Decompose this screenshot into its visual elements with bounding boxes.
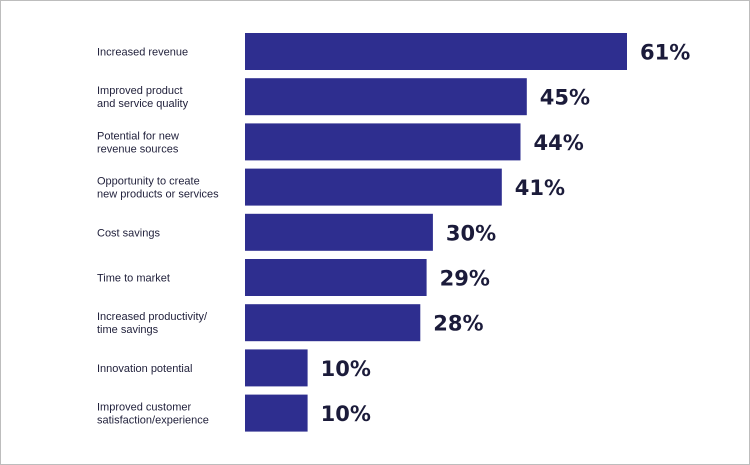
- category-label: Increased productivity/time savings: [97, 311, 208, 336]
- bar: [245, 78, 527, 116]
- value-label: 10%: [321, 402, 371, 426]
- category-label-line: Improved customer: [97, 402, 191, 414]
- category-label: Increased revenue: [97, 47, 188, 59]
- category-label-line: satisfaction/experience: [97, 415, 209, 427]
- category-label-line: Cost savings: [97, 227, 160, 239]
- category-label-line: time savings: [97, 324, 159, 336]
- category-label: Improved product and service quality: [97, 85, 189, 110]
- category-label-line: Opportunity to create: [97, 176, 200, 188]
- bar: [245, 349, 308, 387]
- bar: [245, 168, 502, 206]
- value-label: 61%: [640, 41, 690, 65]
- value-label: 29%: [440, 267, 490, 291]
- category-label-line: new products or services: [97, 189, 219, 201]
- value-label: 28%: [433, 312, 483, 336]
- value-label: 41%: [515, 176, 565, 200]
- bar: [245, 213, 433, 251]
- bars: [245, 33, 627, 432]
- category-label: Cost savings: [97, 227, 160, 239]
- category-label-line: Time to market: [97, 273, 170, 285]
- value-label: 30%: [446, 221, 496, 245]
- category-label: Potential for new revenue sources: [97, 130, 179, 155]
- category-label: Improved customer satisfaction/experience: [97, 402, 209, 427]
- bar: [245, 304, 421, 342]
- bar: [245, 259, 427, 296]
- category-label: Time to market: [97, 273, 170, 285]
- bar: [245, 33, 627, 70]
- category-label-line: Increased revenue: [97, 47, 188, 59]
- category-label-line: Increased productivity/: [97, 311, 208, 323]
- bar: [245, 123, 521, 161]
- value-label: 10%: [321, 357, 371, 381]
- category-label-line: revenue sources: [97, 143, 179, 155]
- value-label: 44%: [534, 131, 584, 155]
- category-label-line: Potential for new: [97, 130, 179, 142]
- category-label-line: and service quality: [97, 98, 189, 110]
- category-label-line: Innovation potential: [97, 363, 192, 375]
- category-labels: Increased revenue Improved product and ser…: [97, 47, 219, 427]
- bar: [245, 394, 308, 432]
- category-label: Opportunity to create new products or ser…: [97, 176, 219, 201]
- value-label: 45%: [540, 86, 590, 110]
- category-label-line: Improved product: [97, 85, 183, 97]
- category-label: Innovation potential: [97, 363, 192, 375]
- value-labels: 61% 45% 44% 41% 30% 29% 28% 10% 10%: [321, 41, 691, 427]
